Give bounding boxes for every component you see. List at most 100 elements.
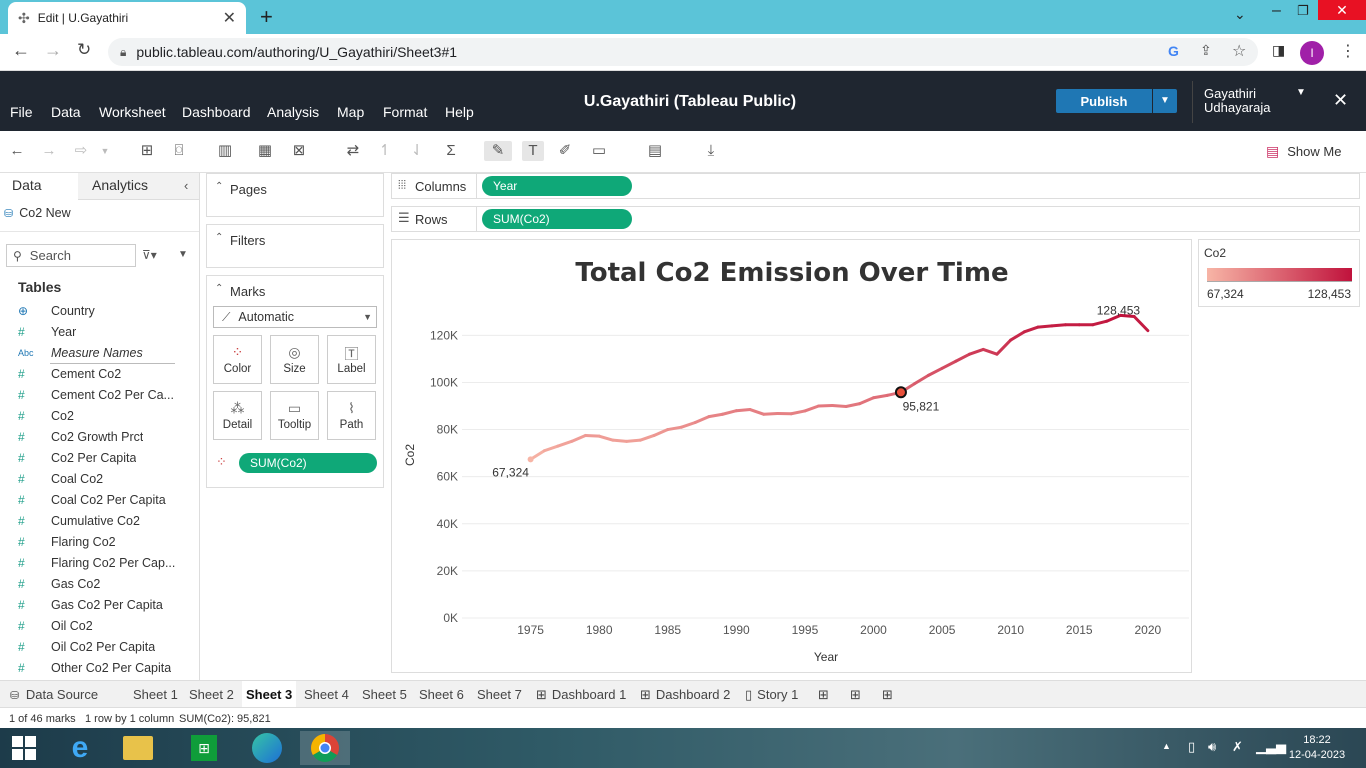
replay-dropdown-icon[interactable]: ▼ bbox=[100, 146, 110, 156]
field-item[interactable]: # Coal Co2 Per Capita bbox=[0, 489, 199, 510]
sheet-tab[interactable]: Sheet 6 bbox=[419, 687, 464, 702]
filter-fields-icon[interactable]: ⊽▾ bbox=[142, 248, 157, 262]
menu-file[interactable]: File bbox=[10, 104, 33, 120]
publish-button[interactable]: Publish bbox=[1056, 89, 1152, 113]
line-segment[interactable] bbox=[748, 408, 766, 416]
line-chart[interactable]: Total Co2 Emission Over Time 0K 20K 40K 60K… bbox=[392, 240, 1193, 674]
line-segment[interactable] bbox=[707, 412, 725, 419]
new-story-tab-icon[interactable]: ⊞ bbox=[882, 687, 893, 702]
line-segment[interactable] bbox=[625, 438, 642, 443]
collapse-caret-icon[interactable]: ⌃ bbox=[215, 232, 224, 243]
sheet-tab[interactable]: Sheet 1 bbox=[133, 687, 178, 702]
line-segment[interactable] bbox=[1118, 313, 1136, 318]
sheet-tab[interactable]: ▯ Story 1 bbox=[745, 687, 798, 703]
fit-view-icon[interactable]: ▭ bbox=[591, 142, 607, 159]
field-item[interactable]: # Flaring Co2 Per Cap... bbox=[0, 552, 199, 573]
format-workbook-icon[interactable]: ✐ bbox=[558, 142, 572, 159]
windows-start-icon[interactable] bbox=[2, 731, 46, 765]
browser-menu-icon[interactable]: ⋮ bbox=[1340, 43, 1356, 60]
line-segment[interactable] bbox=[638, 433, 656, 442]
data-source-tab[interactable]: ⛁ Data Source bbox=[10, 687, 98, 702]
edge-icon[interactable] bbox=[245, 731, 289, 765]
menu-dashboard[interactable]: Dashboard bbox=[182, 104, 251, 120]
field-item[interactable]: # Gas Co2 bbox=[0, 573, 199, 594]
sheet-tab[interactable]: Sheet 5 bbox=[362, 687, 407, 702]
highlight-icon[interactable]: ✎ bbox=[484, 141, 512, 161]
selected-mark[interactable] bbox=[894, 386, 907, 399]
address-bar[interactable]: 🔒︎ public.tableau.com/authoring/U_Gayath… bbox=[108, 38, 1258, 66]
line-segment[interactable] bbox=[803, 404, 821, 413]
chart-view[interactable]: Total Co2 Emission Over Time 0K 20K 40K 60K… bbox=[391, 239, 1192, 673]
google-icon[interactable]: G bbox=[1168, 43, 1179, 59]
field-item[interactable]: # Year bbox=[0, 321, 199, 342]
tray-expand-icon[interactable]: ▲ bbox=[1162, 741, 1171, 751]
line-segment[interactable] bbox=[981, 347, 999, 356]
datasource-item[interactable]: ⛁ Co2 New bbox=[4, 206, 71, 220]
line-segment[interactable] bbox=[1022, 325, 1040, 334]
replay-icon[interactable]: ⇨ bbox=[74, 142, 88, 159]
redo-icon[interactable]: → bbox=[41, 142, 57, 159]
line-segment[interactable] bbox=[913, 373, 930, 386]
line-segment[interactable] bbox=[597, 434, 615, 442]
show-labels-icon[interactable]: T bbox=[522, 141, 544, 161]
sheet-tab[interactable]: Sheet 7 bbox=[477, 687, 522, 702]
menu-data[interactable]: Data bbox=[51, 104, 81, 120]
menu-format[interactable]: Format bbox=[383, 104, 428, 120]
wifi-signal-icon[interactable]: ▁▃▅ bbox=[1256, 739, 1286, 754]
line-segment[interactable] bbox=[693, 415, 711, 424]
line-segment[interactable] bbox=[556, 439, 574, 448]
profile-avatar[interactable]: I bbox=[1300, 41, 1324, 65]
size-button[interactable]: ◎ Size bbox=[270, 335, 319, 384]
line-segment[interactable] bbox=[570, 433, 587, 443]
reload-icon[interactable]: ↻ bbox=[77, 40, 92, 59]
internet-explorer-icon[interactable]: e bbox=[71, 731, 89, 764]
forward-arrow-icon[interactable]: → bbox=[44, 40, 62, 60]
line-segment[interactable] bbox=[872, 393, 889, 400]
close-tab-icon[interactable]: ✕ bbox=[222, 10, 236, 27]
tab-analytics[interactable]: Analytics ‹ bbox=[78, 173, 199, 200]
line-segment[interactable] bbox=[721, 409, 738, 416]
download-icon[interactable]: ⤓ bbox=[707, 142, 715, 159]
rows-pill-co2[interactable]: SUM(Co2) bbox=[482, 209, 632, 229]
line-segment[interactable] bbox=[679, 420, 697, 429]
tooltip-button[interactable]: ▭ Tooltip bbox=[270, 391, 319, 440]
line-segment[interactable] bbox=[858, 396, 876, 406]
columns-shelf[interactable]: ⦙⦙⦙ Columns Year bbox=[391, 173, 1360, 199]
field-item[interactable]: # Other Co2 Per Capita bbox=[0, 657, 199, 678]
minimize-window-icon[interactable]: – bbox=[1272, 2, 1281, 19]
restore-window-icon[interactable]: ❐ bbox=[1297, 3, 1309, 18]
sheet-tab[interactable]: ⊞ Dashboard 1 bbox=[536, 687, 626, 703]
field-item[interactable]: ⊕ Country bbox=[0, 300, 199, 321]
label-button[interactable]: 🅃︎ Label bbox=[327, 335, 376, 384]
publish-dropdown-icon[interactable]: ▼ bbox=[1153, 89, 1177, 113]
data-pane-menu-icon[interactable]: ▼ bbox=[178, 249, 188, 260]
chrome-icon[interactable] bbox=[300, 731, 350, 765]
field-item[interactable]: # Oil Co2 Per Capita bbox=[0, 636, 199, 657]
field-item[interactable]: # Oil Co2 bbox=[0, 615, 199, 636]
color-legend[interactable]: Co2 67,324 128,453 bbox=[1198, 239, 1360, 307]
show-cards-icon[interactable]: ▤ bbox=[647, 142, 663, 159]
field-item[interactable]: # Co2 Per Capita bbox=[0, 447, 199, 468]
sheet-tab[interactable]: Sheet 3 bbox=[242, 681, 297, 707]
field-item[interactable]: # Coal Co2 bbox=[0, 468, 199, 489]
pause-updates-icon[interactable]: ⌼ bbox=[174, 142, 184, 159]
collapse-caret-icon[interactable]: ⌃ bbox=[215, 181, 224, 192]
close-window-button[interactable]: ✕ bbox=[1318, 0, 1366, 20]
menu-help[interactable]: Help bbox=[445, 104, 474, 120]
path-button[interactable]: ⌇ Path bbox=[327, 391, 376, 440]
line-segment[interactable] bbox=[1132, 314, 1150, 333]
color-pill[interactable]: SUM(Co2) bbox=[239, 453, 377, 473]
line-segment[interactable] bbox=[1036, 324, 1054, 329]
bookmark-star-icon[interactable]: ☆ bbox=[1232, 43, 1247, 60]
line-segment[interactable] bbox=[844, 402, 862, 408]
line-segment[interactable] bbox=[583, 433, 601, 438]
detail-button[interactable]: ⁂ Detail bbox=[213, 391, 262, 440]
field-item[interactable]: # Cement Co2 Per Ca... bbox=[0, 384, 199, 405]
mark-type-select[interactable]: ⟋ Automatic ▼ bbox=[213, 306, 377, 328]
line-segment[interactable] bbox=[1050, 323, 1068, 328]
show-me-button[interactable]: ▤ Show Me bbox=[1266, 143, 1341, 160]
sort-ascending-icon[interactable]: ↿ bbox=[378, 142, 392, 159]
browser-tab[interactable]: ✣ Edit | U.Gayathiri ✕ bbox=[8, 2, 246, 34]
battery-icon[interactable]: ▯ bbox=[1188, 739, 1196, 754]
line-segment[interactable] bbox=[1091, 319, 1109, 327]
